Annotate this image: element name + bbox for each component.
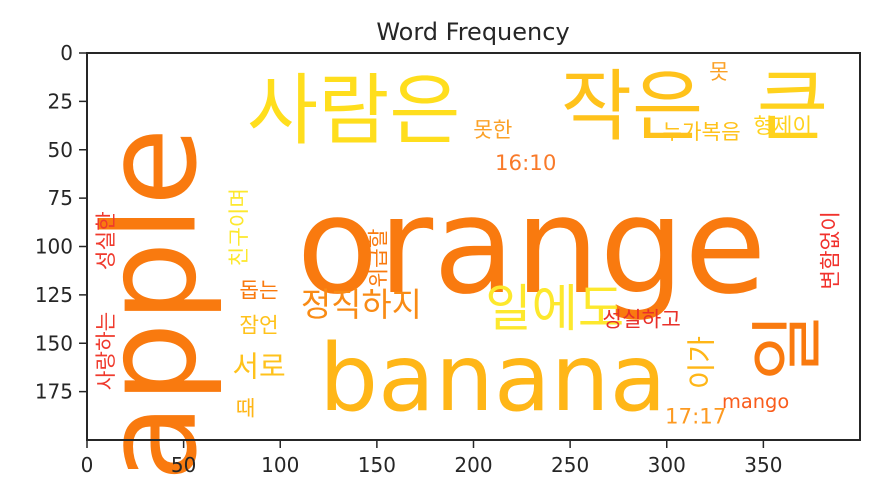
word-13: 못: [709, 60, 729, 85]
word-21: 잠언: [239, 313, 278, 338]
x-tick-label: 200: [454, 453, 492, 477]
x-tick-label: 250: [551, 453, 589, 477]
word-1: apple: [76, 127, 225, 481]
x-axis: 0 50 100 150 200 250 300 350: [81, 440, 782, 477]
y-tick-label: 50: [48, 138, 73, 162]
word-15: 친구이며: [227, 188, 252, 266]
y-tick-label: 125: [35, 283, 73, 307]
x-tick-label: 50: [171, 453, 196, 477]
x-tick-label: 100: [261, 453, 299, 477]
word-11: 형제이: [753, 114, 812, 139]
x-tick-label: 0: [81, 453, 94, 477]
y-tick-label: 75: [48, 186, 73, 210]
x-tick-label: 350: [744, 453, 782, 477]
word-10: 누가복음: [662, 120, 740, 145]
y-tick-label: 150: [35, 331, 73, 355]
word-4: 작은: [561, 62, 703, 152]
y-tick-label: 0: [60, 41, 73, 65]
y-tick-label: 25: [48, 89, 73, 113]
word-14: 16:10: [495, 151, 556, 176]
word-18: 성실한: [94, 211, 119, 270]
chart-title: Word Frequency: [376, 18, 569, 46]
x-tick-label: 150: [358, 453, 396, 477]
y-tick-label: 100: [35, 235, 73, 259]
word-24: 이가: [685, 336, 719, 389]
word-2: banana: [319, 324, 666, 432]
word-12: 못한: [473, 118, 512, 143]
y-axis: 0 25 50 75 100 125 150 175: [35, 41, 87, 404]
word-23: 성실하고: [602, 308, 680, 333]
word-0: orange: [297, 169, 767, 324]
word-9: 서로: [232, 350, 285, 384]
word-6: 일: [746, 313, 831, 381]
word-8: 정직하지: [301, 285, 422, 324]
x-tick-label: 300: [648, 453, 686, 477]
word-3: 사람은: [247, 66, 461, 156]
word-19: 사랑하는: [94, 312, 119, 390]
y-tick-label: 175: [35, 380, 73, 404]
word-7: 일에도: [485, 279, 624, 338]
word-17: 변함없이: [819, 211, 844, 289]
word-25: mango: [722, 390, 789, 413]
word-16: 위급할: [366, 229, 391, 288]
word-20: 돕는: [239, 279, 278, 304]
word-5: 큰: [757, 62, 828, 152]
word-26: 17:17: [665, 404, 726, 429]
word-22: 때: [236, 397, 256, 422]
